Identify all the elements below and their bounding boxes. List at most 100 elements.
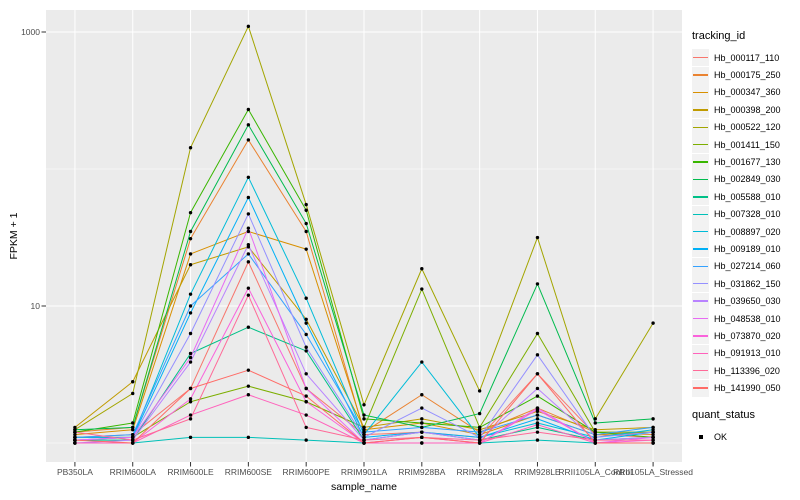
data-point — [593, 435, 597, 440]
data-point — [362, 441, 366, 445]
data-point — [188, 311, 193, 315]
data-point — [420, 360, 424, 364]
data-point — [131, 428, 135, 432]
data-point — [246, 195, 251, 200]
data-point — [246, 138, 251, 142]
data-point — [304, 386, 308, 391]
data-point — [362, 435, 366, 440]
data-point — [131, 425, 135, 430]
data-point — [304, 247, 308, 251]
legend-entry: Hb_000347_360 — [692, 83, 798, 101]
data-point — [246, 368, 251, 372]
x-tick-label: RRIM928LE — [514, 467, 561, 477]
data-point — [188, 413, 193, 417]
legend-entry-label: Hb_000347_360 — [714, 87, 781, 98]
legend-panel: tracking_id Hb_000117_110 Hb_000175_250 Hb… — [692, 30, 798, 445]
quant-status-point-icon — [692, 428, 709, 445]
legend-entry-label: Hb_001411_150 — [714, 139, 780, 150]
data-point — [477, 432, 482, 437]
data-point — [188, 146, 193, 150]
legend-key-line-icon — [692, 136, 709, 154]
data-point — [362, 432, 366, 437]
legend-entry: Hb_001411_150 — [692, 136, 798, 154]
x-tick-label: PB350LA — [56, 467, 93, 477]
data-point — [535, 438, 540, 442]
legend-key-line-icon — [692, 292, 709, 310]
data-point — [420, 430, 424, 434]
data-point — [246, 293, 251, 297]
data-point — [593, 428, 597, 432]
legend-entry-label: Hb_048538_010 — [714, 313, 781, 324]
legend-entry: Hb_048538_010 — [692, 310, 798, 328]
data-point — [246, 107, 251, 112]
data-point — [246, 123, 251, 127]
x-tick-label: RRIM600LA — [109, 467, 156, 477]
legend-entry: Hb_005588_010 — [692, 188, 798, 206]
x-tick-label: RRIM600PE — [282, 467, 330, 477]
data-point — [593, 438, 597, 442]
legend-entry: Hb_113396_020 — [692, 362, 798, 380]
legend-key-line-icon — [692, 327, 709, 345]
data-point — [188, 331, 193, 336]
data-point — [131, 441, 135, 445]
legend-key-line-icon — [692, 118, 709, 136]
quant-status-label: OK — [714, 431, 728, 442]
data-point — [188, 397, 193, 401]
legend-title-tracking-id: tracking_id — [692, 30, 746, 42]
legend-key-line-icon — [692, 49, 709, 67]
x-tick-label: RRIM600LE — [167, 467, 214, 477]
legend-title-quant-status: quant_status — [692, 408, 755, 421]
data-point — [73, 425, 77, 430]
data-point — [73, 438, 77, 442]
x-tick-label: RRII105LA_Stressed — [613, 467, 694, 477]
data-point — [651, 428, 655, 432]
data-point — [477, 389, 482, 393]
data-point — [362, 403, 366, 407]
data-point — [593, 417, 597, 421]
data-point — [477, 411, 482, 416]
data-point — [535, 331, 540, 336]
legend-key-line-icon — [692, 344, 709, 362]
data-point — [304, 229, 308, 234]
legend-entry: Hb_039650_030 — [692, 292, 798, 310]
data-point — [246, 24, 251, 29]
legend-entry: Hb_000522_120 — [692, 118, 798, 136]
legend-key-line-icon — [692, 362, 709, 380]
data-point — [535, 235, 540, 240]
data-point — [73, 441, 77, 445]
data-point — [188, 236, 193, 241]
data-point — [477, 430, 482, 434]
legend-key-line-icon — [692, 310, 709, 328]
data-point — [188, 355, 193, 360]
legend-entry: Hb_091913_010 — [692, 344, 798, 362]
data-point — [651, 425, 655, 430]
data-point — [651, 417, 655, 421]
x-tick-label: RRIM901LA — [340, 467, 388, 477]
legend-entry-label: Hb_031862_150 — [714, 278, 781, 289]
legend-entry: Hb_141990_050 — [692, 379, 798, 397]
data-point — [420, 406, 424, 410]
data-point — [73, 435, 77, 440]
x-tick-label: RRIM928BA — [398, 467, 446, 477]
data-point — [535, 413, 540, 417]
data-point — [535, 372, 540, 376]
legend-entry: Hb_000117_110 — [692, 49, 798, 67]
legend-entry-label: Hb_039650_030 — [714, 296, 781, 307]
data-point — [362, 428, 366, 432]
legend-entry-label: Hb_073870_020 — [714, 330, 781, 341]
data-point — [535, 394, 540, 398]
legend-entry: Hb_008897_020 — [692, 223, 798, 241]
data-point — [304, 202, 308, 207]
data-point — [420, 267, 424, 271]
legend-key-line-icon — [692, 223, 709, 241]
data-point — [188, 351, 193, 356]
x-axis-title: sample_name — [331, 481, 397, 493]
data-point — [593, 441, 597, 445]
data-point — [246, 260, 251, 264]
data-point — [362, 417, 366, 421]
data-point — [188, 386, 193, 391]
legend-entry: Hb_031862_150 — [692, 275, 798, 293]
data-point — [362, 425, 366, 430]
data-point — [188, 400, 193, 404]
